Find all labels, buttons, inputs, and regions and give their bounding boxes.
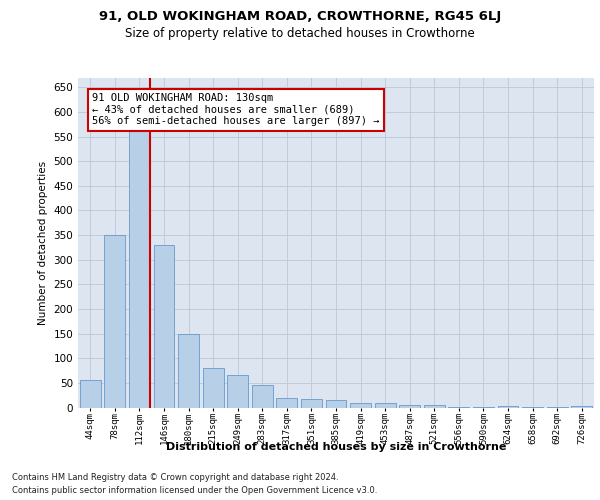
Text: Contains HM Land Registry data © Crown copyright and database right 2024.: Contains HM Land Registry data © Crown c… bbox=[12, 472, 338, 482]
Bar bbox=[203, 368, 224, 408]
Bar bbox=[129, 92, 150, 407]
Bar bbox=[252, 386, 273, 407]
Bar bbox=[277, 398, 298, 407]
Bar bbox=[350, 402, 371, 407]
Bar bbox=[571, 406, 592, 407]
Bar bbox=[154, 245, 175, 408]
Text: Contains public sector information licensed under the Open Government Licence v3: Contains public sector information licen… bbox=[12, 486, 377, 495]
Bar bbox=[374, 402, 395, 407]
Text: Size of property relative to detached houses in Crowthorne: Size of property relative to detached ho… bbox=[125, 28, 475, 40]
Bar bbox=[104, 235, 125, 408]
Bar bbox=[227, 376, 248, 408]
Bar bbox=[326, 400, 346, 407]
Text: 91, OLD WOKINGHAM ROAD, CROWTHORNE, RG45 6LJ: 91, OLD WOKINGHAM ROAD, CROWTHORNE, RG45… bbox=[99, 10, 501, 23]
Bar bbox=[399, 405, 420, 407]
Bar bbox=[178, 334, 199, 407]
Bar bbox=[497, 406, 518, 407]
Bar bbox=[80, 380, 101, 407]
Bar bbox=[301, 399, 322, 407]
Text: Distribution of detached houses by size in Crowthorne: Distribution of detached houses by size … bbox=[166, 442, 506, 452]
Y-axis label: Number of detached properties: Number of detached properties bbox=[38, 160, 48, 324]
Bar bbox=[424, 405, 445, 407]
Text: 91 OLD WOKINGHAM ROAD: 130sqm
← 43% of detached houses are smaller (689)
56% of : 91 OLD WOKINGHAM ROAD: 130sqm ← 43% of d… bbox=[92, 94, 380, 126]
